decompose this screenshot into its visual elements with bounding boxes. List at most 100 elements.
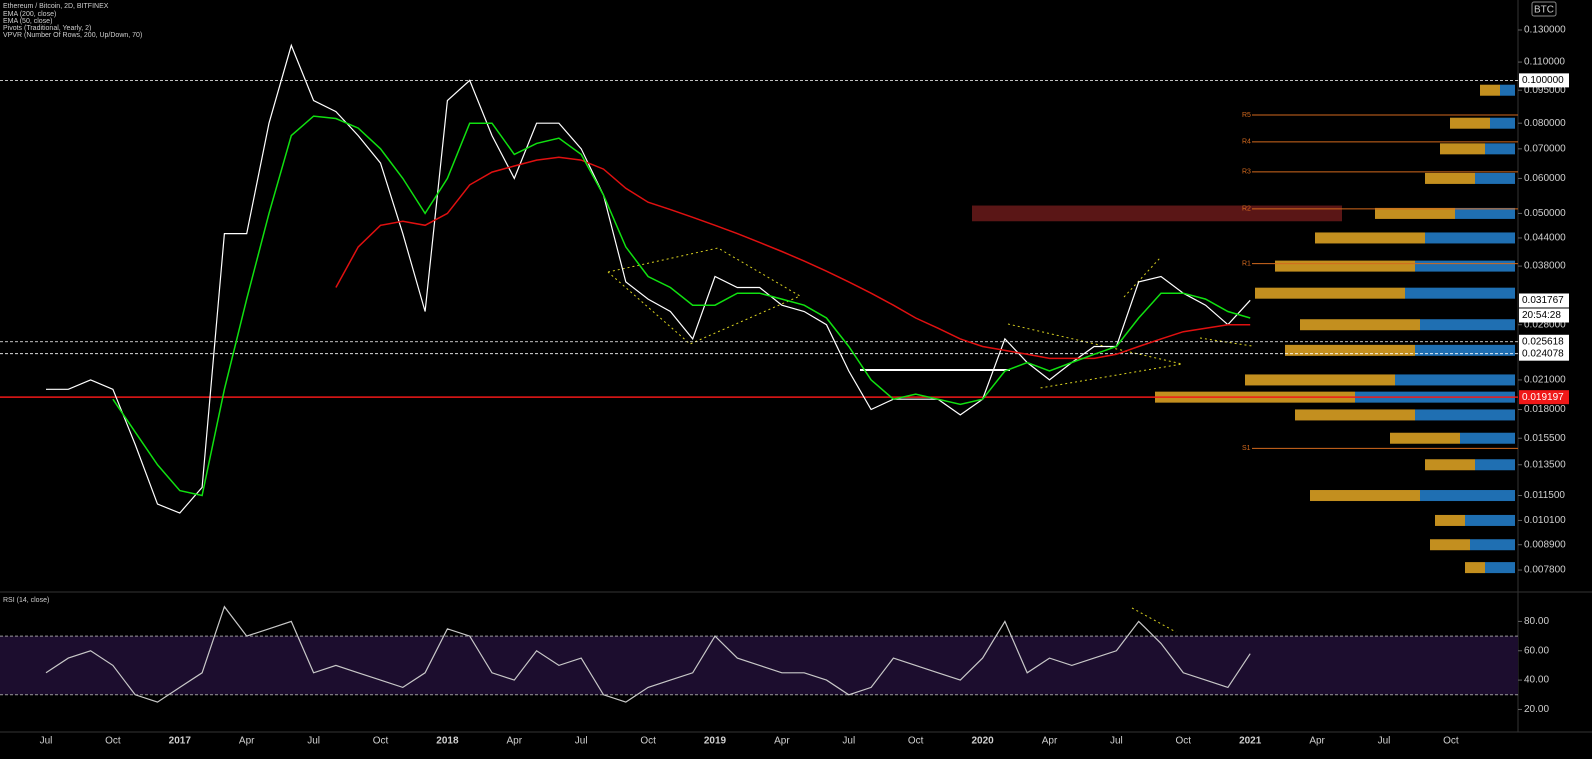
price-label: 0.031767 bbox=[1522, 295, 1564, 306]
price-label: 0.019197 bbox=[1522, 392, 1564, 403]
vp-down bbox=[1420, 319, 1515, 331]
y-tick-label: 0.110000 bbox=[1524, 57, 1565, 68]
price-label-box bbox=[1519, 390, 1569, 405]
countdown-box bbox=[1519, 308, 1569, 323]
x-tick-label: Jul bbox=[1378, 736, 1391, 747]
price-label: 0.024078 bbox=[1522, 348, 1564, 359]
line-series bbox=[46, 43, 1251, 514]
vp-up bbox=[1435, 514, 1465, 526]
line-series bbox=[335, 156, 1251, 360]
vp-up bbox=[1375, 207, 1455, 219]
price-label: 0.025618 bbox=[1522, 336, 1564, 347]
vp-down bbox=[1455, 207, 1515, 219]
vp-down bbox=[1395, 374, 1515, 386]
x-tick-label: Jul bbox=[307, 736, 320, 747]
vp-up bbox=[1425, 459, 1475, 471]
pivot-label: R4 bbox=[1242, 139, 1251, 146]
x-tick-label: Oct bbox=[373, 736, 389, 747]
vp-down bbox=[1485, 143, 1515, 155]
x-tick-label: Jul bbox=[842, 736, 855, 747]
pivot-label: S1 bbox=[1242, 445, 1251, 452]
y-tick-label: 0.007800 bbox=[1524, 565, 1566, 576]
y-tick-label: 0.008900 bbox=[1524, 539, 1566, 550]
x-tick-label: Oct bbox=[1443, 736, 1459, 747]
x-tick-label: Jul bbox=[575, 736, 588, 747]
line-series bbox=[45, 605, 1251, 703]
x-tick-label: 2021 bbox=[1239, 736, 1262, 747]
x-tick-label: Apr bbox=[774, 736, 790, 747]
vp-down bbox=[1490, 117, 1515, 129]
price-label: 0.100000 bbox=[1522, 75, 1564, 86]
x-tick-label: Oct bbox=[908, 736, 924, 747]
x-tick-label: Oct bbox=[105, 736, 121, 747]
vp-down bbox=[1460, 432, 1515, 444]
price-label-box bbox=[1519, 73, 1569, 88]
y-tick-label: 80.00 bbox=[1524, 616, 1549, 627]
vp-up bbox=[1480, 84, 1500, 96]
symbol: Ethereum / Bitcoin, 2D, BITFINEX bbox=[3, 3, 109, 10]
y-tick-label: 0.070000 bbox=[1524, 143, 1566, 154]
vp-up bbox=[1390, 432, 1460, 444]
vp-down bbox=[1500, 84, 1515, 96]
vp-up bbox=[1295, 409, 1415, 421]
vp-up bbox=[1430, 539, 1470, 551]
currency: BTC bbox=[1534, 5, 1554, 16]
zone bbox=[972, 205, 1342, 222]
vp-up bbox=[1310, 490, 1420, 502]
vp-up bbox=[1245, 374, 1395, 386]
price-pane bbox=[0, 43, 1518, 574]
pivot-label: R5 bbox=[1242, 112, 1251, 119]
vp-down bbox=[1475, 172, 1515, 184]
x-tick-label: Jul bbox=[40, 736, 53, 747]
vp-down bbox=[1465, 514, 1515, 526]
vp-down bbox=[1475, 459, 1515, 471]
y-tick-label: 0.060000 bbox=[1524, 173, 1566, 184]
x-tick-label: Oct bbox=[640, 736, 656, 747]
y-tick-label: 40.00 bbox=[1524, 675, 1549, 686]
y-tick-label: 0.028000 bbox=[1524, 319, 1566, 330]
vp-up bbox=[1315, 232, 1425, 244]
y-tick-label: 0.010100 bbox=[1524, 515, 1566, 526]
y-tick-label: 0.021000 bbox=[1524, 375, 1566, 386]
trendline bbox=[607, 247, 802, 345]
x-tick-label: Apr bbox=[239, 736, 255, 747]
x-tick-label: Apr bbox=[1309, 736, 1325, 747]
vp-down bbox=[1415, 260, 1515, 272]
vp-down bbox=[1415, 409, 1515, 421]
price-label-box bbox=[1519, 346, 1569, 361]
y-tick-label: 0.080000 bbox=[1524, 118, 1566, 129]
x-tick-label: 2019 bbox=[704, 736, 727, 747]
vp-up bbox=[1275, 260, 1415, 272]
vp-up bbox=[1285, 344, 1415, 356]
x-tick-label: 2017 bbox=[169, 736, 192, 747]
y-tick-label: 20.00 bbox=[1524, 704, 1549, 715]
y-tick-label: 0.015500 bbox=[1524, 433, 1566, 444]
x-tick-label: Oct bbox=[1176, 736, 1192, 747]
y-tick-label: 0.038000 bbox=[1524, 261, 1566, 272]
x-tick-label: Apr bbox=[1042, 736, 1058, 747]
countdown: 20:54:28 bbox=[1522, 310, 1561, 321]
y-tick-label: 0.130000 bbox=[1524, 25, 1566, 36]
vp-down bbox=[1425, 232, 1515, 244]
y-tick-label: 0.044000 bbox=[1524, 233, 1566, 244]
y-tick-label: 0.095000 bbox=[1524, 85, 1566, 96]
line-series bbox=[112, 115, 1251, 497]
vp-up bbox=[1450, 117, 1490, 129]
price-label-box bbox=[1519, 334, 1569, 349]
pivot-label: R2 bbox=[1242, 206, 1251, 213]
rsi-title: RSI (14, close) bbox=[3, 597, 49, 604]
rsi-pane bbox=[0, 605, 1518, 703]
currency-box bbox=[1531, 1, 1557, 17]
legend-ema200: EMA (200, close) bbox=[3, 11, 56, 18]
y-tick-label: 0.013500 bbox=[1524, 459, 1566, 470]
price-label-box bbox=[1519, 293, 1569, 308]
y-tick-label: 60.00 bbox=[1524, 645, 1549, 656]
vp-up bbox=[1440, 143, 1485, 155]
trendline bbox=[1123, 257, 1161, 298]
vp-down bbox=[1470, 539, 1515, 551]
y-tick-label: 0.011500 bbox=[1524, 490, 1565, 501]
y-tick-label: 0.050000 bbox=[1524, 208, 1566, 219]
x-tick-label: Jul bbox=[1110, 736, 1123, 747]
